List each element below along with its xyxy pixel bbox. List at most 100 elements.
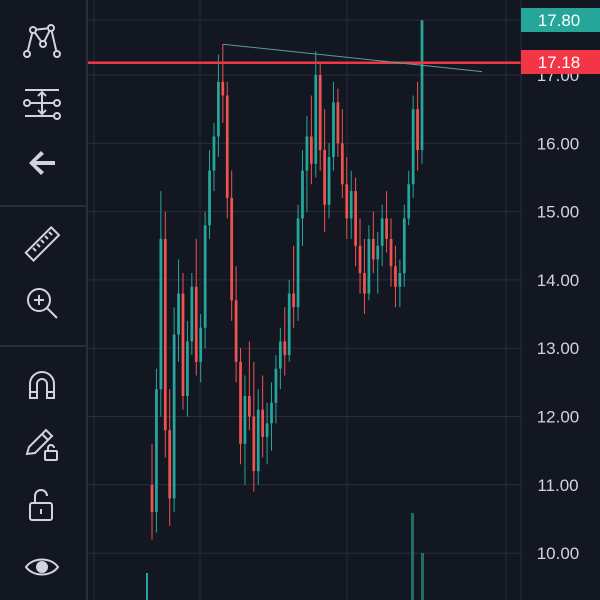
candle-body <box>380 218 384 246</box>
candle <box>314 51 318 178</box>
candle <box>181 273 185 410</box>
pattern-tool-button[interactable] <box>15 14 69 68</box>
drawings[interactable] <box>88 43 521 73</box>
candle <box>420 20 424 164</box>
candle <box>230 170 234 321</box>
candle-body <box>274 368 278 403</box>
candle-body <box>150 484 154 513</box>
candle <box>163 211 167 458</box>
volume-bar <box>411 513 414 600</box>
price-axis-label: 10.00 <box>537 544 580 563</box>
volume-bar <box>146 573 148 600</box>
trend-line-drawing <box>222 43 483 73</box>
candle <box>221 44 225 123</box>
candle-body <box>199 327 203 362</box>
candle-body <box>278 341 282 369</box>
candle-body <box>420 20 424 151</box>
candle-body <box>349 191 353 219</box>
candle <box>385 191 388 253</box>
price-axis-label: 13.00 <box>537 339 580 358</box>
candle-body <box>225 95 229 198</box>
price-chart[interactable]: 10.00 11.00 12.00 13.00 14.00 15.00 16.00 17.00… <box>88 0 600 600</box>
candle <box>363 238 366 315</box>
toolbar-divider <box>0 205 86 207</box>
last-price-tag-background <box>521 8 600 32</box>
candle-body <box>181 293 185 397</box>
horizontal-line-price-tag-background <box>521 50 600 74</box>
candle-body <box>358 245 362 274</box>
long-position-tool-button[interactable] <box>15 76 69 130</box>
zoom-in-button[interactable] <box>15 276 69 330</box>
hide-drawings-button[interactable] <box>15 540 69 594</box>
last-price-tag: 17.80 <box>521 8 600 32</box>
candle <box>194 238 198 376</box>
candle <box>278 327 282 390</box>
ruler-measure-icon <box>24 225 61 262</box>
candle-body <box>252 416 256 472</box>
pattern-tool-icon <box>23 24 61 58</box>
price-axis-label: 12.00 <box>537 408 580 427</box>
candle <box>186 320 189 417</box>
candle <box>172 307 176 513</box>
candle <box>394 245 397 308</box>
back-button[interactable] <box>15 136 69 190</box>
candle-body <box>340 143 344 185</box>
candle <box>261 375 265 458</box>
candle-body <box>194 286 198 362</box>
candle-body <box>301 170 304 219</box>
candle-body <box>309 136 313 164</box>
candlestick-chart[interactable]: 10.0011.0012.0013.0014.0015.0016.0017.00… <box>88 0 600 600</box>
candle <box>177 259 180 362</box>
candle-body <box>256 409 260 472</box>
candle-body <box>416 109 419 151</box>
candle <box>270 382 273 451</box>
magnet-icon <box>29 371 55 399</box>
candle <box>256 389 260 485</box>
candle-body <box>243 396 247 444</box>
horizontal-line-price-tag: 17.18 <box>521 50 600 74</box>
candle <box>243 375 247 485</box>
candle <box>367 225 371 301</box>
candle-body <box>394 266 397 287</box>
candle <box>150 443 154 540</box>
magnet-mode-button[interactable] <box>15 358 69 412</box>
candle-body <box>305 136 309 171</box>
horizontal-line-price-tag-text: 17.18 <box>538 53 581 72</box>
candle-body <box>248 396 251 417</box>
candle-body <box>230 197 234 301</box>
candle <box>345 156 349 239</box>
candle <box>402 204 406 287</box>
candle-body <box>159 238 163 390</box>
candle-body <box>336 102 340 144</box>
candle-body <box>367 238 371 294</box>
last-price-tag-text: 17.80 <box>538 11 581 30</box>
candle <box>358 218 362 294</box>
candle-body <box>318 75 322 151</box>
candle-body <box>270 402 273 424</box>
candle <box>305 115 309 212</box>
lock-drawing-button[interactable] <box>15 416 69 470</box>
candle <box>349 170 353 239</box>
candle <box>155 368 158 533</box>
ruler-measure-button[interactable] <box>15 218 69 272</box>
price-tags: 17.80 17.18 <box>521 8 600 74</box>
candle-body <box>261 409 265 437</box>
candle-body <box>186 341 189 397</box>
candle <box>203 211 207 349</box>
candle <box>248 341 251 431</box>
long-position-tool-icon <box>23 89 61 120</box>
candle-body <box>217 81 220 137</box>
candle <box>380 204 384 267</box>
lock-all-drawings-button[interactable] <box>15 478 69 532</box>
candle-body <box>402 218 406 274</box>
candle-body <box>172 334 176 499</box>
chart-grid <box>88 0 521 600</box>
candle-body <box>239 361 242 444</box>
candle-body <box>323 150 326 205</box>
candle <box>336 88 340 157</box>
lock-drawing-pencil-icon <box>25 428 58 461</box>
candle-body <box>389 238 393 267</box>
candle-body <box>292 293 296 308</box>
candle-body <box>221 81 225 96</box>
